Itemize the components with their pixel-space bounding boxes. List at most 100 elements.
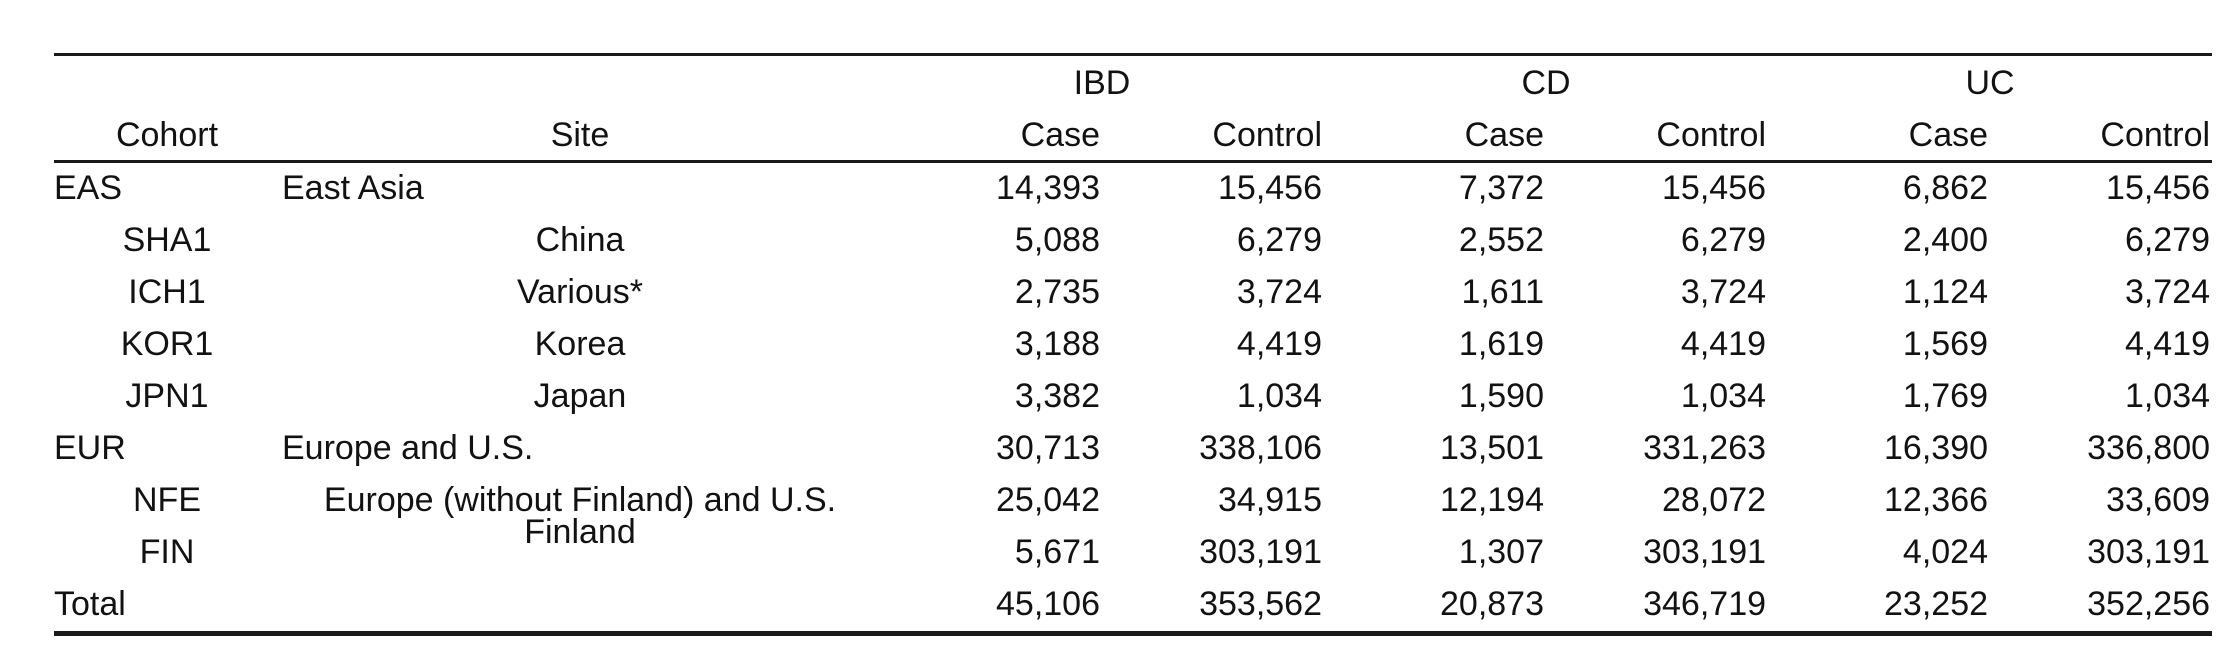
ibd-control-cell: 6,279 [1236, 221, 1322, 260]
ibd-case-cell: 2,735 [1014, 273, 1100, 312]
uc-case-cell: 1,769 [1902, 377, 1989, 416]
uc-case-cell: 1,569 [1902, 325, 1989, 364]
site-cell: Finland [280, 514, 880, 579]
site-cell: Europe (without Finland) and U.S. [323, 481, 837, 520]
cohort-cell: EAS [54, 169, 123, 208]
table-row-total: Total 45,106 353,562 20,873 346,719 23,2… [54, 579, 2212, 634]
uc-case-cell: 12,366 [1884, 481, 1989, 520]
site-cell [280, 579, 880, 634]
uc-control-cell: 4,419 [2124, 325, 2211, 364]
site-cell: Korea [534, 325, 626, 364]
cohort-cell: Total [54, 585, 126, 624]
cohort-cell: JPN1 [125, 377, 209, 416]
uc-control-cell: 336,800 [2087, 429, 2211, 468]
ibd-case-cell: 14,393 [996, 169, 1100, 208]
cd-case-cell: 12,194 [1440, 481, 1544, 520]
ibd-control-cell: 303,191 [1199, 533, 1322, 572]
group-header-uc: UC [1965, 64, 2015, 103]
uc-case-cell: 2,400 [1902, 221, 1989, 260]
cd-control-cell: 28,072 [1662, 481, 1767, 520]
cd-control-cell: 346,719 [1643, 585, 1767, 624]
cd-case-cell: 1,611 [1461, 273, 1544, 312]
table-row-fin: FIN Finland 5,671 303,191 1,307 303,191 … [54, 514, 2212, 579]
empty-cell [280, 55, 880, 113]
table-row-kor1: KOR1 Korea 3,188 4,419 1,619 4,419 1,569… [54, 319, 2212, 371]
cd-case-cell: 20,873 [1440, 585, 1544, 624]
ibd-case-cell: 5,088 [1014, 221, 1100, 260]
site-cell: East Asia [282, 169, 424, 208]
col-header-uc-control: Control [1990, 112, 2213, 163]
table-row-sha1: SHA1 China 5,088 6,279 2,552 6,279 2,400… [54, 215, 2212, 267]
ibd-case-cell: 5,671 [1014, 533, 1100, 572]
empty-cell [54, 55, 280, 113]
col-header-cd-control: Control [1546, 112, 1769, 163]
uc-case-cell: 16,390 [1884, 429, 1989, 468]
ibd-case-cell: 3,382 [1014, 377, 1100, 416]
table-row-jpn1: JPN1 Japan 3,382 1,034 1,590 1,034 1,769… [54, 371, 2212, 423]
col-header-ibd-control: Control [1102, 112, 1324, 163]
ibd-control-cell: 353,562 [1199, 585, 1322, 624]
ibd-control-cell: 1,034 [1236, 377, 1322, 416]
ibd-case-cell: 25,042 [996, 481, 1100, 520]
ibd-control-cell: 4,419 [1236, 325, 1322, 364]
cd-case-cell: 2,552 [1458, 221, 1544, 260]
site-cell: Various* [517, 273, 643, 312]
ibd-control-cell: 15,456 [1218, 169, 1322, 208]
ibd-case-cell: 45,106 [996, 585, 1100, 624]
uc-control-cell: 1,034 [2124, 377, 2211, 416]
cohort-cell: KOR1 [120, 325, 214, 364]
cd-control-cell: 331,263 [1643, 429, 1767, 468]
cohort-cell: EUR [54, 429, 126, 468]
uc-control-cell: 303,191 [2087, 533, 2211, 572]
cd-case-cell: 1,590 [1458, 377, 1544, 416]
site-label-raised: Finland [524, 513, 636, 552]
cohort-cell: ICH1 [128, 273, 206, 312]
cd-control-cell: 4,419 [1680, 325, 1767, 364]
cd-case-cell: 13,501 [1440, 429, 1544, 468]
table-row-eas: EAS East Asia 14,393 15,456 7,372 15,456… [54, 162, 2212, 216]
uc-control-cell: 352,256 [2087, 585, 2211, 624]
uc-control-cell: 15,456 [2106, 169, 2211, 208]
col-header-cd-case: Case [1324, 112, 1546, 163]
ibd-control-cell: 338,106 [1199, 429, 1322, 468]
cd-control-cell: 303,191 [1643, 533, 1767, 572]
cohort-summary-table: IBD CD UC Cohort Site Case Control Case … [54, 53, 2213, 636]
col-header-cohort: Cohort [54, 112, 280, 163]
cd-control-cell: 6,279 [1680, 221, 1767, 260]
table-row-nfe: NFE Europe (without Finland) and U.S. 25… [54, 475, 2212, 527]
group-header-cd: CD [1521, 64, 1571, 103]
cd-control-cell: 1,034 [1680, 377, 1767, 416]
uc-case-cell: 6,862 [1902, 169, 1989, 208]
cohort-cell: FIN [139, 533, 195, 572]
ibd-case-cell: 3,188 [1014, 325, 1100, 364]
group-header-row: IBD CD UC [54, 55, 2212, 113]
site-cell: China [535, 221, 625, 260]
cohort-cell: SHA1 [122, 221, 212, 260]
cohort-summary-table-wrap: IBD CD UC Cohort Site Case Control Case … [54, 53, 2213, 636]
uc-case-cell: 23,252 [1884, 585, 1989, 624]
cd-case-cell: 1,307 [1458, 533, 1544, 572]
site-cell: Europe and U.S. [282, 429, 534, 468]
uc-control-cell: 3,724 [2124, 273, 2211, 312]
uc-case-cell: 4,024 [1902, 533, 1989, 572]
uc-case-cell: 1,124 [1902, 273, 1989, 312]
cohort-cell: NFE [133, 481, 201, 520]
cd-control-cell: 15,456 [1662, 169, 1767, 208]
group-header-ibd: IBD [1073, 64, 1131, 103]
col-header-uc-case: Case [1768, 112, 1991, 163]
table-row-eur: EUR Europe and U.S. 30,713 338,106 13,50… [54, 423, 2212, 475]
site-cell: Japan [533, 377, 627, 416]
ibd-control-cell: 34,915 [1218, 481, 1322, 520]
ibd-case-cell: 30,713 [996, 429, 1100, 468]
cd-control-cell: 3,724 [1680, 273, 1767, 312]
col-header-site: Site [280, 112, 880, 163]
cd-case-cell: 1,619 [1458, 325, 1544, 364]
cd-case-cell: 7,372 [1458, 169, 1544, 208]
ibd-control-cell: 3,724 [1236, 273, 1322, 312]
column-header-row: Cohort Site Case Control Case Control Ca… [54, 112, 2213, 163]
uc-control-cell: 6,279 [2124, 221, 2211, 260]
table-row-ich1: ICH1 Various* 2,735 3,724 1,611 3,724 1,… [54, 267, 2212, 319]
col-header-ibd-case: Case [880, 112, 1102, 163]
uc-control-cell: 33,609 [2106, 481, 2211, 520]
